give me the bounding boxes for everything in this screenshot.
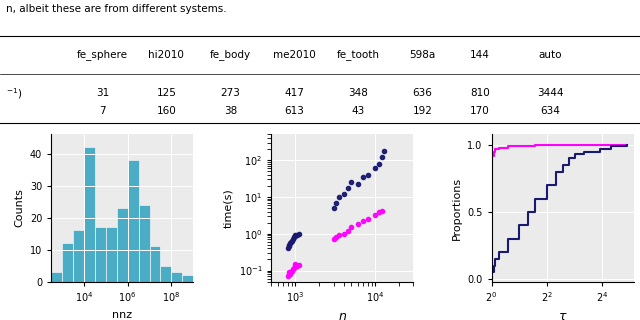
Text: 192: 192 — [412, 106, 433, 116]
Point — [284, 244, 294, 249]
Point — [376, 155, 387, 160]
Text: 43: 43 — [352, 106, 365, 116]
Text: 634: 634 — [540, 106, 561, 116]
Text: 38: 38 — [224, 106, 237, 116]
Point — [334, 194, 344, 199]
Point — [376, 208, 387, 213]
Point — [291, 261, 301, 267]
Point — [284, 270, 294, 275]
Point — [292, 264, 302, 269]
Point — [346, 225, 356, 230]
Bar — [106, 227, 116, 282]
Bar — [139, 205, 150, 282]
Point — [289, 235, 299, 240]
Point — [342, 228, 353, 233]
Bar — [62, 243, 73, 282]
Point — [284, 272, 294, 277]
Text: 417: 417 — [284, 88, 305, 99]
Point — [331, 235, 341, 240]
Point — [287, 238, 297, 243]
Text: 125: 125 — [156, 88, 177, 99]
Bar — [84, 147, 95, 282]
Point — [353, 182, 363, 187]
X-axis label: nnz: nnz — [112, 310, 132, 320]
Bar — [150, 246, 161, 282]
Text: me2010: me2010 — [273, 50, 316, 60]
Text: 598a: 598a — [409, 50, 436, 60]
Text: hi2010: hi2010 — [148, 50, 184, 60]
Y-axis label: Counts: Counts — [14, 188, 24, 228]
Text: 7: 7 — [99, 106, 106, 116]
Point — [290, 234, 300, 239]
Point — [334, 233, 344, 238]
Bar — [128, 160, 139, 282]
X-axis label: $n$: $n$ — [338, 310, 347, 320]
Text: auto: auto — [539, 50, 562, 60]
Point — [358, 219, 368, 224]
Text: fe_sphere: fe_sphere — [77, 50, 128, 60]
Bar — [95, 227, 106, 282]
Point — [353, 222, 363, 227]
Text: fe_tooth: fe_tooth — [337, 50, 380, 60]
Bar — [161, 266, 172, 282]
Point — [290, 264, 300, 269]
Point — [374, 161, 384, 166]
Bar — [73, 230, 84, 282]
Point — [285, 241, 295, 246]
Point — [380, 148, 390, 153]
Point — [284, 242, 294, 247]
Point — [286, 270, 296, 275]
Text: fe_body: fe_body — [210, 50, 251, 60]
Point — [283, 246, 293, 251]
Bar — [182, 275, 193, 282]
Point — [358, 174, 368, 180]
Point — [339, 231, 349, 236]
Point — [291, 233, 301, 238]
Bar — [51, 272, 62, 282]
Point — [287, 267, 298, 272]
Text: n, albeit these are from different systems.: n, albeit these are from different syste… — [6, 4, 227, 14]
Point — [292, 232, 302, 237]
Text: 613: 613 — [284, 106, 305, 116]
Text: $^{-1}$): $^{-1}$) — [6, 86, 22, 101]
Bar — [172, 272, 182, 282]
Point — [331, 200, 341, 205]
Point — [374, 210, 384, 215]
Text: 160: 160 — [157, 106, 176, 116]
Point — [287, 237, 298, 242]
Point — [370, 212, 380, 218]
Text: 810: 810 — [470, 88, 490, 99]
Point — [289, 265, 299, 270]
Point — [346, 180, 356, 185]
Point — [283, 274, 293, 279]
Y-axis label: time(s): time(s) — [223, 188, 233, 228]
Point — [362, 172, 372, 177]
Bar — [116, 208, 128, 282]
Point — [339, 191, 349, 196]
Text: 636: 636 — [412, 88, 433, 99]
Point — [294, 231, 304, 236]
Point — [342, 185, 353, 190]
Text: 31: 31 — [96, 88, 109, 99]
Point — [362, 217, 372, 222]
Y-axis label: Proportions: Proportions — [452, 176, 461, 240]
Point — [285, 272, 295, 277]
Text: 170: 170 — [470, 106, 490, 116]
Point — [328, 237, 339, 242]
X-axis label: $\tau$: $\tau$ — [558, 310, 568, 320]
Text: 144: 144 — [470, 50, 490, 60]
Point — [370, 166, 380, 171]
Point — [286, 239, 296, 244]
Point — [294, 263, 304, 268]
Text: 3444: 3444 — [537, 88, 564, 99]
Text: 273: 273 — [220, 88, 241, 99]
Point — [328, 205, 339, 211]
Point — [287, 268, 297, 273]
Text: 348: 348 — [348, 88, 369, 99]
